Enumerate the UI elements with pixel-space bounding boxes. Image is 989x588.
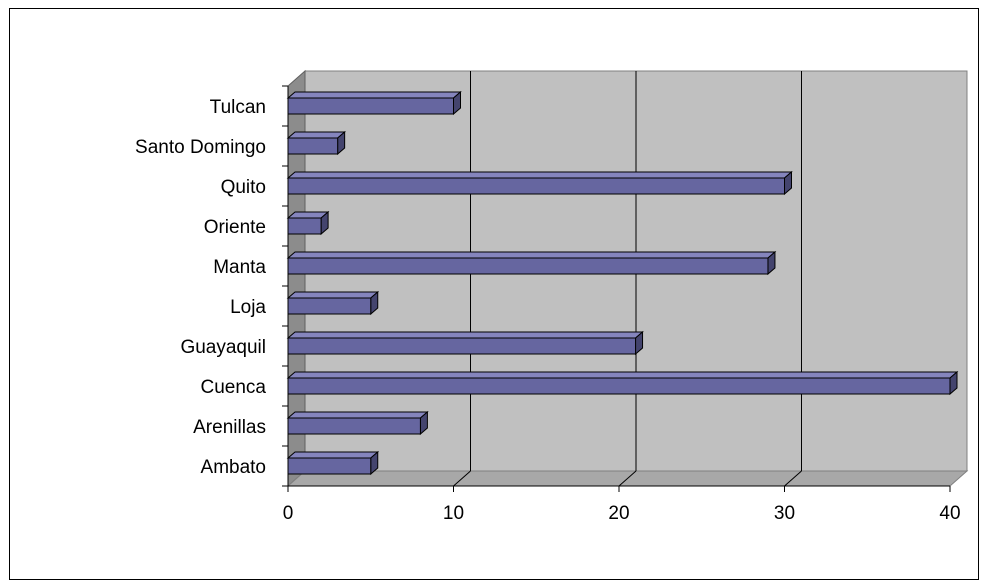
bar-front bbox=[287, 137, 339, 155]
category-label: Arenillas bbox=[193, 417, 266, 438]
bar bbox=[286, 290, 380, 316]
x-tick-label: 40 bbox=[939, 503, 960, 524]
category-label: Cuenca bbox=[201, 377, 267, 398]
bar-top bbox=[286, 451, 380, 459]
bar bbox=[286, 210, 330, 236]
bar-front bbox=[287, 377, 951, 395]
bar-front bbox=[287, 217, 322, 235]
bar-top bbox=[286, 291, 380, 299]
bar-front bbox=[287, 177, 785, 195]
x-tick-label: 20 bbox=[608, 503, 629, 524]
bar bbox=[286, 370, 959, 396]
bar bbox=[286, 330, 644, 356]
bar bbox=[286, 450, 380, 476]
bar-top bbox=[286, 131, 347, 139]
bar bbox=[286, 90, 462, 116]
bar-top bbox=[286, 371, 959, 379]
x-tick-label: 30 bbox=[774, 503, 795, 524]
bar-front bbox=[287, 257, 769, 275]
bar-front bbox=[287, 417, 421, 435]
bar-top bbox=[286, 331, 644, 339]
category-label: Loja bbox=[230, 297, 266, 318]
bar-front bbox=[287, 457, 372, 475]
x-tick-label: 0 bbox=[283, 503, 294, 524]
bar bbox=[286, 410, 429, 436]
category-label: Tulcan bbox=[210, 97, 266, 118]
gridline-floor bbox=[618, 470, 637, 487]
bar-front bbox=[287, 297, 372, 315]
gridline-floor bbox=[453, 470, 471, 487]
bar-top bbox=[286, 411, 429, 419]
gridline-floor bbox=[784, 470, 802, 487]
bar-top bbox=[286, 91, 462, 99]
bar-top bbox=[286, 251, 777, 259]
bar-front bbox=[287, 337, 637, 355]
x-tick-label: 10 bbox=[443, 503, 464, 524]
bar-top bbox=[286, 171, 793, 179]
category-label: Guayaquil bbox=[180, 337, 266, 358]
category-label: Oriente bbox=[204, 217, 266, 238]
category-label: Manta bbox=[213, 257, 266, 278]
category-label: Ambato bbox=[201, 457, 266, 478]
bar bbox=[286, 130, 347, 156]
bar bbox=[286, 250, 777, 276]
category-label: Santo Domingo bbox=[135, 137, 266, 158]
bar bbox=[286, 170, 793, 196]
category-label: Quito bbox=[221, 177, 266, 198]
bar-front bbox=[287, 97, 454, 115]
